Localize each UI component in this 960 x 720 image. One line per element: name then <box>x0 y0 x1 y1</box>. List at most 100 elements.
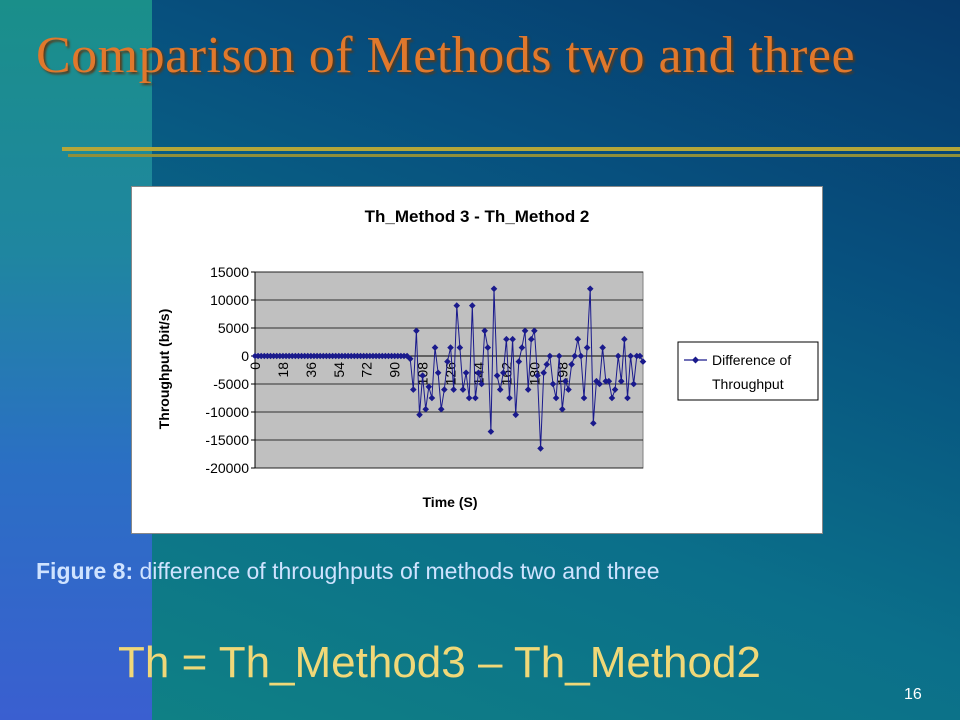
plot-area: 15000 10000 5000 0 -5000 -10000 -15000 -20000 0 1… <box>205 264 647 476</box>
data-point <box>444 358 451 365</box>
data-point <box>524 386 532 393</box>
data-point <box>537 445 544 452</box>
data-point <box>512 411 520 419</box>
data-point <box>456 344 464 351</box>
x-tick-label: 36 <box>303 362 319 378</box>
data-point <box>503 335 510 343</box>
data-point <box>586 285 594 293</box>
data-point <box>562 377 569 385</box>
data-point <box>465 394 473 402</box>
data-point <box>518 344 526 351</box>
y-tick-label: 5000 <box>218 320 249 336</box>
title-divider-bottom <box>68 154 960 157</box>
data-point <box>493 372 501 379</box>
figure-caption: Figure 8: difference of throughputs of m… <box>36 558 660 585</box>
data-point <box>472 394 479 402</box>
data-point <box>515 358 523 365</box>
data-point <box>627 352 634 360</box>
data-point <box>599 344 606 351</box>
caption-label: Figure 8: <box>36 558 134 584</box>
data-point <box>630 380 637 388</box>
data-point <box>500 369 507 377</box>
data-point <box>611 386 619 393</box>
data-point <box>558 405 566 413</box>
y-tick-label: -10000 <box>205 404 249 420</box>
data-point <box>552 394 560 402</box>
page-number: 16 <box>904 686 922 703</box>
x-axis-label: Time (S) <box>423 494 478 510</box>
x-tick-label: 18 <box>275 362 291 378</box>
data-point <box>462 369 470 377</box>
y-tick-label: 15000 <box>210 264 249 280</box>
data-point <box>580 394 588 402</box>
x-tick-label: 90 <box>387 362 403 378</box>
slide-background-left <box>0 0 152 720</box>
title-divider-top <box>62 147 960 151</box>
chart-title: Th_Method 3 - Th_Method 2 <box>365 207 590 226</box>
data-point <box>540 369 547 377</box>
caption-text: difference of throughputs of methods two… <box>139 558 660 584</box>
data-point <box>571 352 579 360</box>
data-point <box>596 380 603 388</box>
data-point <box>527 335 535 343</box>
data-point <box>450 386 457 393</box>
data-point <box>406 355 414 363</box>
legend-label-line1: Difference of <box>712 352 791 368</box>
y-axis-label: Throughput (bit/s) <box>156 309 172 430</box>
x-tick-label: 72 <box>359 362 375 378</box>
data-point <box>583 344 591 351</box>
data-point <box>447 344 454 351</box>
legend-label-line2: Throughput <box>712 376 784 392</box>
data-point <box>593 377 600 385</box>
x-tick-label: 54 <box>331 362 347 378</box>
data-point <box>416 411 423 419</box>
data-point <box>410 386 417 393</box>
data-point <box>434 369 442 377</box>
data-point <box>521 327 529 335</box>
data-point <box>459 386 467 393</box>
throughput-difference-chart: Th_Method 3 - Th_Method 2 Throughput (bi… <box>156 207 819 510</box>
formula-text: Th = Th_Method3 – Th_Method2 <box>118 638 761 687</box>
data-point <box>496 386 504 393</box>
data-point <box>478 380 485 388</box>
data-point <box>636 352 644 360</box>
data-point <box>621 335 628 343</box>
slide-title: Comparison of Methods two and three <box>36 27 856 84</box>
y-tick-label: -5000 <box>213 376 249 392</box>
data-point <box>441 386 448 393</box>
data-point <box>484 344 492 351</box>
chart-legend: Difference of Throughput <box>677 341 819 401</box>
legend-marker-diamond <box>692 356 699 364</box>
data-point <box>419 372 426 379</box>
data-point <box>617 377 625 385</box>
chart-container: Th_Method 3 - Th_Method 2 Throughput (bi… <box>131 186 823 534</box>
data-point <box>481 327 488 335</box>
data-point <box>475 369 482 377</box>
data-point <box>624 394 631 402</box>
y-tick-label: -20000 <box>205 460 249 476</box>
data-point <box>453 302 461 309</box>
data-point <box>574 335 582 343</box>
y-tick-label: -15000 <box>205 432 249 448</box>
y-tick-label: 10000 <box>210 292 249 308</box>
data-point <box>608 394 616 402</box>
data-point <box>555 352 563 360</box>
data-point <box>546 352 554 360</box>
data-point <box>425 383 433 391</box>
data-point <box>549 380 557 388</box>
data-point <box>413 327 420 335</box>
data-point <box>509 335 516 343</box>
data-point <box>431 344 439 351</box>
data-point <box>605 377 613 385</box>
data-point <box>577 352 585 360</box>
data-point <box>590 419 597 427</box>
data-point <box>534 372 541 379</box>
data-point <box>568 361 575 368</box>
x-tick-label: 180 <box>526 362 542 386</box>
x-tick-label: 0 <box>247 362 263 370</box>
data-point <box>487 428 495 435</box>
data-point <box>422 405 430 413</box>
data-point <box>468 302 476 309</box>
data-point <box>565 386 572 393</box>
legend-box <box>677 341 819 401</box>
